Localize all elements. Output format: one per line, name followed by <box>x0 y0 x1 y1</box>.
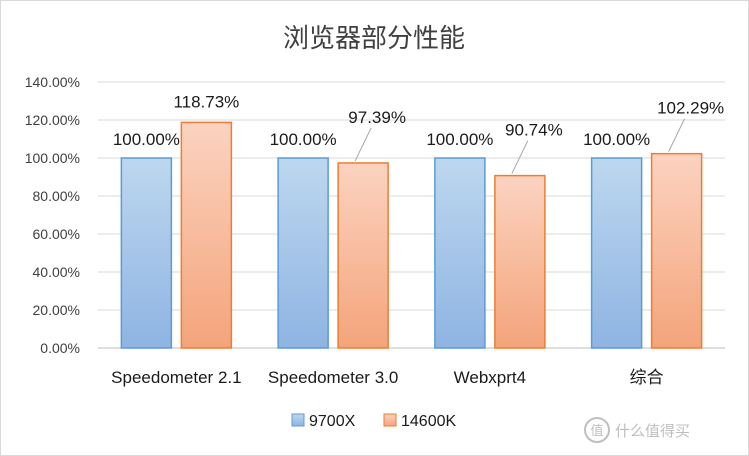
smzdm-logo-icon: 值 <box>584 417 610 443</box>
svg-text:值: 值 <box>590 423 603 439</box>
bar-series1 <box>120 157 173 349</box>
data-labels: 100.00% 118.73% 100.00% 97.39% 100.00% 90.74%… <box>113 92 724 149</box>
category-label: Speedometer 2.1 <box>111 368 241 387</box>
bar-series2 <box>337 162 389 349</box>
data-label: 97.39% <box>348 108 406 127</box>
bar-series1 <box>590 157 643 349</box>
legend-label: 9700X <box>309 413 356 430</box>
category-label: 综合 <box>630 368 664 387</box>
y-tick-label: 100.00% <box>25 150 80 166</box>
leader-line <box>511 140 529 174</box>
watermark-text: 什么值得买 <box>615 422 690 440</box>
y-tick-label: 140.00% <box>25 74 80 90</box>
bar-series2 <box>494 174 546 349</box>
y-tick-label: 120.00% <box>25 112 80 128</box>
category-label: Speedometer 3.0 <box>268 368 398 387</box>
bar-series2 <box>650 152 703 349</box>
leader-line <box>354 127 372 162</box>
data-label: 100.00% <box>113 130 180 149</box>
bar-series1 <box>277 157 329 349</box>
legend-swatch <box>383 413 397 427</box>
leader-line <box>668 118 686 152</box>
data-label: 90.74% <box>505 121 563 140</box>
y-tick-label: 20.00% <box>33 302 80 318</box>
legend: 9700X 14600K <box>291 413 456 430</box>
leader-lines <box>354 118 686 174</box>
y-tick-label: 0.00% <box>40 340 80 356</box>
chart-title: 浏览器部分性能 <box>283 24 465 54</box>
data-label: 102.29% <box>657 99 724 118</box>
legend-label: 14600K <box>401 413 456 430</box>
bar-series2 <box>180 121 233 349</box>
category-label: Webxprt4 <box>454 368 526 387</box>
x-axis-categories: Speedometer 2.1 Speedometer 3.0 Webxprt4 综合 <box>111 368 663 387</box>
bars <box>120 121 703 349</box>
bar-series1 <box>434 157 486 349</box>
data-label: 100.00% <box>426 130 493 149</box>
y-axis-ticks: 0.00% 20.00% 40.00% 60.00% 80.00% 100.00% 120.… <box>25 74 80 356</box>
y-tick-label: 40.00% <box>33 264 80 280</box>
data-label: 118.73% <box>173 92 239 111</box>
legend-swatch <box>291 413 305 427</box>
data-label: 100.00% <box>270 130 337 149</box>
watermark: 值 什么值得买 <box>584 417 690 443</box>
y-tick-label: 80.00% <box>33 188 80 204</box>
y-tick-label: 60.00% <box>33 226 80 242</box>
data-label: 100.00% <box>583 130 650 149</box>
